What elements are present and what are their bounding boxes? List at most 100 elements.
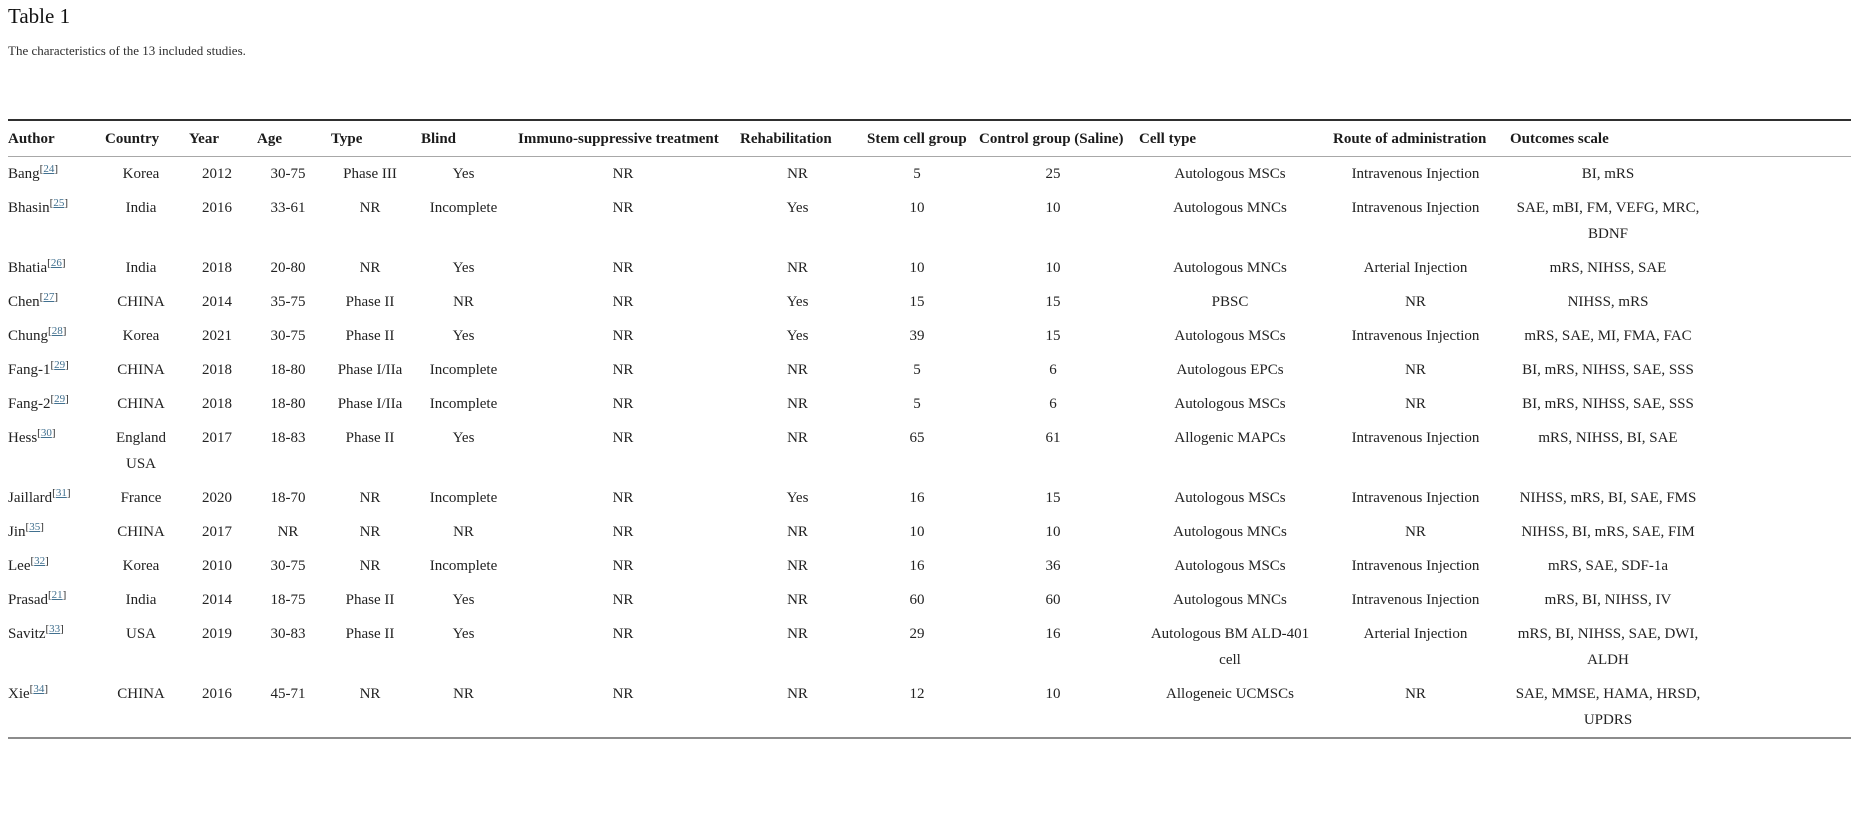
cell-age: 18-70: [270, 490, 306, 506]
bracket-close: ]: [54, 163, 59, 175]
cell-rehab: NR: [787, 430, 808, 446]
cell-type: Phase II: [345, 328, 395, 344]
bracket-open: [: [39, 291, 44, 303]
cell-cell: Autologous MSCs: [1174, 166, 1286, 182]
bracket-close: ]: [44, 683, 49, 695]
cell-route: Intravenous Injection: [1351, 166, 1480, 182]
cell-country: CHINA: [117, 396, 165, 412]
table-row: Bhatia[26] India 2018 20-80 NR Yes NR NR 10 10 Aut…: [8, 251, 1851, 285]
cell-outcomes: mRS, BI, NIHSS, SAE, DWI, ALDH: [1517, 626, 1699, 668]
author-name: Jaillard: [8, 490, 53, 506]
bracket-close: ]: [45, 555, 49, 567]
bracket-close: ]: [66, 487, 71, 499]
citation-link[interactable]: 29: [54, 359, 66, 371]
bracket-open: [: [30, 555, 35, 567]
bracket-open: [: [29, 683, 34, 695]
citation-link[interactable]: 32: [34, 555, 46, 567]
author-name: Bang: [8, 166, 40, 182]
cell-rehab: Yes: [786, 328, 809, 344]
col-header-blind: Blind: [415, 120, 512, 157]
cell-age: 30-75: [270, 558, 306, 574]
cell-filler: [1712, 583, 1851, 617]
bracket-close: ]: [62, 589, 67, 601]
bracket-open: [: [25, 521, 30, 533]
bracket-close: ]: [61, 257, 66, 269]
table-row: Prasad[21] India 2014 18-75 Phase II Yes NR NR 6…: [8, 583, 1851, 617]
citation-link[interactable]: 27: [43, 291, 55, 303]
citation-link[interactable]: 33: [49, 623, 61, 635]
cell-stem: 12: [909, 686, 925, 702]
citation-link[interactable]: 25: [53, 197, 65, 209]
cell-year: 2014: [202, 294, 232, 310]
cell-age: 33-61: [270, 200, 306, 216]
bracket-open: [: [50, 393, 55, 405]
cell-stem: 10: [909, 260, 925, 276]
cell-cell: Autologous MNCs: [1173, 592, 1287, 608]
cell-outcomes: mRS, NIHSS, BI, SAE: [1538, 430, 1678, 446]
cell-outcomes: BI, mRS, NIHSS, SAE, SSS: [1522, 396, 1694, 412]
cell-year: 2016: [202, 686, 232, 702]
cell-outcomes: BI, mRS, NIHSS, SAE, SSS: [1522, 362, 1694, 378]
citation-link[interactable]: 31: [55, 487, 67, 499]
cell-type: Phase II: [345, 592, 395, 608]
citation-ref: [24]: [40, 163, 58, 175]
citation-link[interactable]: 30: [40, 427, 52, 439]
citation-ref: [33]: [46, 623, 64, 635]
cell-country: India: [125, 592, 157, 608]
col-header-age: Age: [251, 120, 325, 157]
author-cell: Chen[27]: [8, 285, 99, 319]
cell-blind: NR: [453, 686, 474, 702]
citation-ref: [29]: [51, 393, 69, 405]
cell-type: Phase I/IIa: [337, 362, 403, 378]
cell-outcomes: mRS, NIHSS, SAE: [1549, 260, 1667, 276]
cell-control: 25: [1045, 166, 1061, 182]
cell-immuno: NR: [612, 200, 634, 216]
citation-link[interactable]: 21: [51, 589, 63, 601]
citation-link[interactable]: 26: [50, 257, 62, 269]
citation-link[interactable]: 24: [43, 163, 55, 175]
bracket-open: [: [48, 589, 52, 601]
citation-link[interactable]: 35: [29, 521, 41, 533]
cell-rehab: NR: [787, 686, 808, 702]
cell-type: NR: [359, 490, 381, 506]
cell-immuno: NR: [612, 490, 634, 506]
cell-blind: Yes: [452, 626, 475, 642]
cell-blind: Yes: [452, 592, 475, 608]
cell-year: 2010: [202, 558, 232, 574]
table-row: Hess[30] England USA 2017 18-83 Phase II Yes N…: [8, 421, 1851, 481]
bracket-close: ]: [60, 623, 64, 635]
cell-rehab: NR: [787, 592, 808, 608]
cell-year: 2012: [202, 166, 232, 182]
author-name: Hess: [8, 430, 38, 446]
cell-type: Phase II: [345, 430, 395, 446]
cell-filler: [1712, 251, 1851, 285]
citation-ref: [29]: [51, 359, 69, 371]
col-header-immuno: Immuno-suppressive treatment: [512, 120, 734, 157]
author-cell: Bhasin[25]: [8, 191, 99, 251]
cell-filler: [1712, 285, 1851, 319]
cell-filler: [1712, 677, 1851, 738]
cell-cell: Autologous MSCs: [1174, 558, 1286, 574]
author-name: Xie: [8, 686, 30, 702]
cell-filler: [1712, 387, 1851, 421]
citation-link[interactable]: 29: [54, 393, 66, 405]
table-row: Xie[34] CHINA 2016 45-71 NR NR NR NR 12 10 Allogen…: [8, 677, 1851, 738]
citation-ref: [34]: [30, 683, 48, 695]
bracket-close: ]: [64, 197, 69, 209]
col-header-stem: Stem cell group: [861, 120, 973, 157]
author-cell: Savitz[33]: [8, 617, 99, 677]
cell-type: Phase II: [345, 294, 395, 310]
citation-link[interactable]: 34: [33, 683, 45, 695]
cell-country: Korea: [122, 558, 160, 574]
cell-route: Intravenous Injection: [1351, 328, 1480, 344]
table-row: Fang-1[29] CHINA 2018 18-80 Phase I/IIa Incom…: [8, 353, 1851, 387]
cell-blind: Incomplete: [429, 396, 498, 412]
citation-link[interactable]: 28: [51, 325, 63, 337]
cell-rehab: Yes: [786, 294, 809, 310]
cell-rehab: NR: [787, 166, 808, 182]
cell-age: 30-75: [270, 166, 306, 182]
header-row: Author Country Year Age Type Blind Immuno-supp…: [8, 120, 1851, 157]
cell-type: Phase III: [343, 166, 397, 182]
cell-stem: 60: [909, 592, 925, 608]
cell-year: 2018: [202, 260, 232, 276]
